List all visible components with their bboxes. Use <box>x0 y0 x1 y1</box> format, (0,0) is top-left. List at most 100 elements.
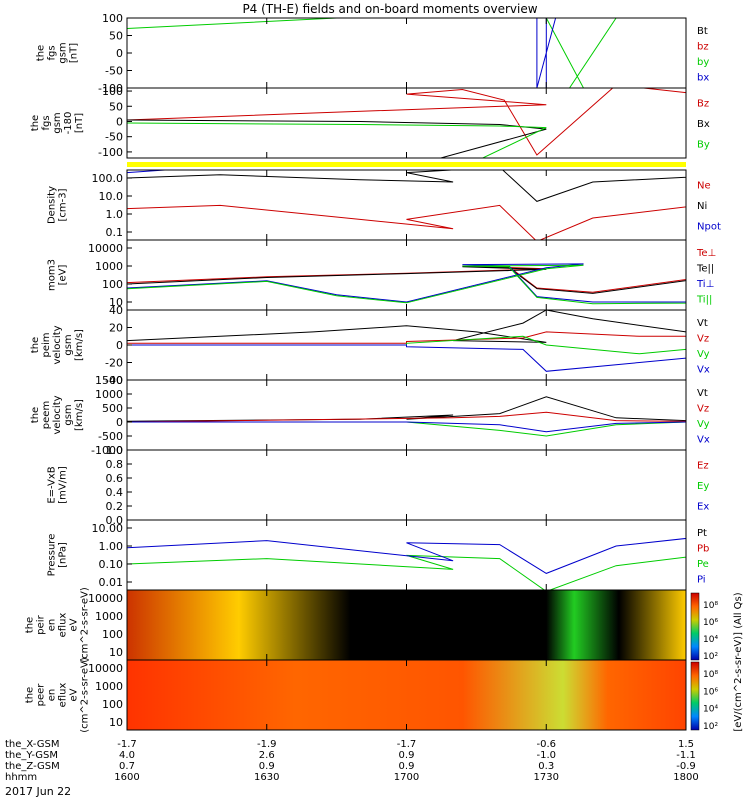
x-tick-value: 4.0 <box>119 750 135 761</box>
y-tick-label: -1000 <box>91 444 123 457</box>
y-tick-label: 100 <box>102 278 123 291</box>
y-tick-label: 100 <box>102 698 123 711</box>
status-bar <box>127 162 686 167</box>
series-npot <box>127 170 173 174</box>
x-tick-value: 1630 <box>254 772 279 783</box>
y-tick-label: 1000 <box>95 388 123 401</box>
panel-3: 100.0 10.0 1.0 0.1 Ne Ni Npot Density[cm-3] <box>47 169 721 241</box>
series-ti- <box>127 263 686 303</box>
colorbar-tick: 10⁸ <box>703 601 718 611</box>
panel-8: 10.00 1.00 0.10 0.01 Pt Pb Pe Pi Pressure[nPa] <box>47 519 709 591</box>
legend-entry: Vz <box>697 403 709 414</box>
x-tick-value: 0.7 <box>119 761 135 772</box>
y-tick-label: 10.00 <box>92 522 124 535</box>
y-tick-label: 10000 <box>88 592 123 605</box>
legend-entry: Vx <box>697 434 710 445</box>
y-tick-label: 10 <box>109 646 123 659</box>
panel-frame <box>126 379 687 451</box>
y-tick-label: 20 <box>109 322 123 335</box>
y-tick-label: -20 <box>105 357 123 370</box>
spectrogram-1 <box>127 590 686 660</box>
series-pe <box>127 554 686 590</box>
legend-entry: Pe <box>697 559 709 570</box>
x-tick-value: 0.3 <box>538 761 554 772</box>
series-ni <box>127 170 686 202</box>
y-tick-label: 10000 <box>88 662 123 675</box>
y-tick-label: -100 <box>98 82 123 95</box>
series-by <box>127 18 617 88</box>
y-axis-label: Pressure[nPa] <box>47 534 69 577</box>
series-vt <box>127 396 686 422</box>
legend-entry: Te⊥ <box>696 248 716 259</box>
y-tick-label: 10.0 <box>99 190 124 203</box>
x-tick-value: 0.9 <box>259 761 275 772</box>
x-tick-value: 0.9 <box>399 761 415 772</box>
legend-entry: bx <box>697 72 709 83</box>
panel-9: 10000 1000 100 10 thepeirenefluxeV(cm^2-s-sr… <box>25 587 687 663</box>
series-by <box>127 122 686 158</box>
legend-entry: by <box>697 57 709 68</box>
y-tick-label: 100 <box>102 628 123 641</box>
spectrogram-2 <box>127 660 686 730</box>
colorbar-tick: 10⁶ <box>703 618 718 628</box>
y-tick-label: -40 <box>105 374 123 387</box>
y-axis-label: thepeirenefluxeV(cm^2-s-sr-eV) <box>25 587 91 663</box>
y-tick-label: 1.0 <box>106 208 124 221</box>
panel-7: 1.00.80.60.40.20.0 Ez Ey Ex E=-VxB[mV/m] <box>47 444 710 527</box>
colorbar-tick: 10⁴ <box>703 705 718 715</box>
y-tick-label: 50 <box>109 100 123 113</box>
series-ne <box>127 202 686 240</box>
y-tick-label: 0.4 <box>106 486 124 499</box>
series-ti- <box>127 264 686 305</box>
series-vy <box>127 421 686 437</box>
figure-title: P4 (TH-E) fields and on-board moments ov… <box>242 2 537 16</box>
series-te- <box>127 266 686 294</box>
colorbar-label: [eV/(cm^2-s-sr-eV)] (All Qs) <box>733 592 744 731</box>
y-tick-label: 0 <box>116 47 123 60</box>
legend-entry: Vx <box>697 364 710 375</box>
panel-frame <box>126 17 687 89</box>
legend-entry: Bx <box>697 119 710 130</box>
panel-4: 10000 1000 100 10 Te⊥ Te|| Ti⊥ Ti|| mom3[eV] <box>47 239 716 311</box>
y-tick-label: 1000 <box>95 680 123 693</box>
legend-entry: Bt <box>697 26 708 37</box>
series-te- <box>127 265 686 293</box>
legend-entry: Ni <box>697 201 707 212</box>
x-tick-value: 1800 <box>673 772 698 783</box>
series-vx <box>127 421 686 433</box>
panel-5: 40 20 0 -20 -40 Vt Vz Vy Vx thepeimvelocitygsm[km… <box>30 304 710 387</box>
series-bz <box>127 88 686 156</box>
x-tick-value: 1730 <box>534 772 559 783</box>
legend-entry: Ne <box>697 180 711 191</box>
y-axis-label: thefgsgsm-180[nT] <box>30 112 85 135</box>
legend-entry: Vy <box>697 419 710 430</box>
y-axis-label: thepeerenefluxeV(cm^2-s-sr-eV) <box>25 657 91 733</box>
y-tick-label: 0.2 <box>106 500 124 513</box>
y-tick-label: 0.1 <box>106 226 124 239</box>
legend-entry: Pb <box>697 543 709 554</box>
panel-frame <box>126 519 687 591</box>
series-vz <box>127 411 686 423</box>
y-tick-label: 0.6 <box>106 472 124 485</box>
y-tick-label: 10000 <box>88 242 123 255</box>
y-tick-label: 100.0 <box>92 172 124 185</box>
legend-entry: Ez <box>697 460 709 471</box>
y-tick-label: 500 <box>102 402 123 415</box>
legend-entry: Ti⊥ <box>696 279 714 290</box>
x-tick-value: 2.6 <box>259 750 275 761</box>
x-row-label: the_Y-GSM <box>5 750 58 761</box>
legend-entry: Vt <box>697 388 708 399</box>
colorbar-strip <box>690 661 700 731</box>
y-axis-label: Density[cm-3] <box>47 186 69 224</box>
y-axis-label: E=-VxB[mV/m] <box>47 466 69 504</box>
colorbar-tick: 10² <box>703 722 718 732</box>
series-vt <box>127 310 686 343</box>
legend-entry: Ti|| <box>696 294 712 305</box>
x-row-label: hhmm <box>5 772 37 783</box>
legend-entry: By <box>697 140 710 151</box>
series-vx <box>127 344 686 372</box>
y-tick-label: 0 <box>116 416 123 429</box>
x-row-label: the_X-GSM <box>5 739 59 750</box>
y-tick-label: 0 <box>116 339 123 352</box>
